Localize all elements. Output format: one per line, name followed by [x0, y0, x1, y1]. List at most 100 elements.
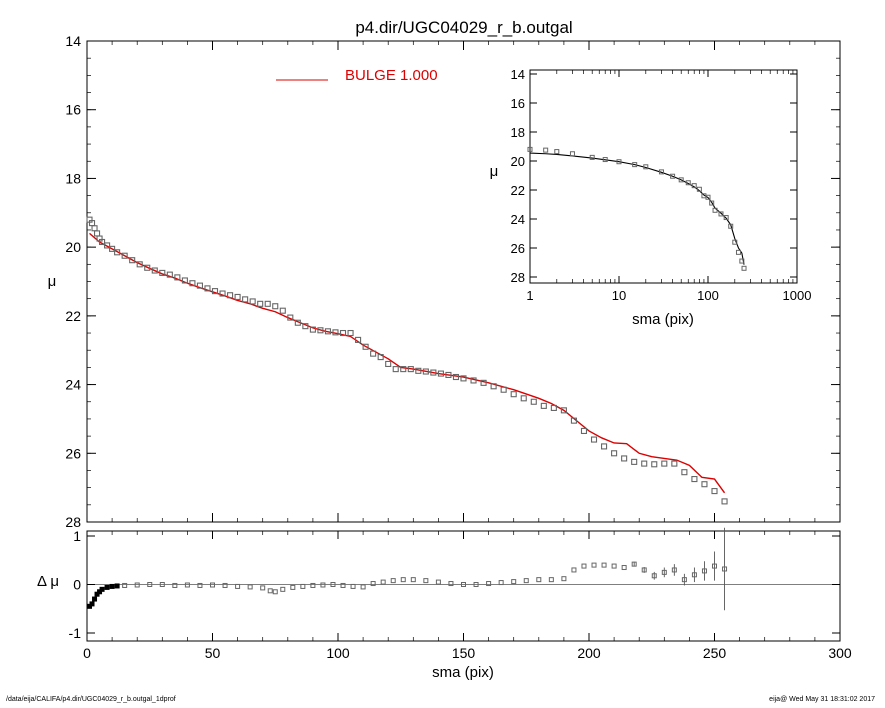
inset-data-point [741, 265, 747, 271]
inset-data-point [527, 146, 533, 152]
chart-title: p4.dir/UGC04029_r_b.outgal [355, 18, 572, 37]
residual-point [561, 576, 567, 582]
data-point [302, 323, 309, 330]
residual-y-tick-label: 1 [73, 528, 81, 544]
data-point [422, 368, 429, 375]
inset-data-point [739, 258, 745, 264]
data-point [460, 375, 467, 382]
residual-point [712, 563, 717, 569]
data-point [631, 458, 638, 465]
legend: BULGE 1.000 [276, 67, 438, 84]
inset-y-tick-label: 14 [511, 67, 525, 82]
residual-point [89, 601, 95, 607]
residual-point [159, 582, 165, 587]
data-point [272, 303, 279, 310]
x-tick-label: 250 [703, 645, 727, 661]
data-point [121, 252, 128, 259]
data-point [264, 300, 271, 307]
inset-data-point [705, 194, 711, 200]
data-point [159, 269, 166, 276]
x-tick-label: 50 [205, 645, 221, 661]
residual-ticks: 0 50 100 150 200 250 300-101 [69, 528, 852, 661]
data-point [377, 354, 384, 361]
main-y-axis-label: μ [48, 273, 57, 290]
residual-point [104, 584, 110, 590]
data-point [99, 238, 106, 246]
data-point [415, 367, 422, 374]
data-point [355, 336, 362, 343]
x-tick-label: 0 [83, 645, 91, 661]
residual-point [267, 588, 273, 594]
data-point [234, 293, 241, 301]
residual-point [691, 572, 697, 578]
data-point [211, 288, 219, 295]
residual-point [681, 577, 687, 583]
data-point [601, 443, 608, 450]
data-point [257, 300, 264, 307]
data-point [174, 274, 181, 281]
data-point [445, 371, 452, 379]
residual-point [320, 582, 326, 588]
residual-plot: 0 50 100 150 200 250 300-101 Δ μ sma (pix) [37, 527, 852, 681]
residual-point [172, 582, 178, 588]
residual-point [390, 578, 396, 584]
footer-timestamp: eija@ Wed May 31 18:31:02 2017 [769, 696, 875, 703]
data-point [661, 460, 668, 467]
residual-point [701, 568, 707, 574]
residual-y-tick-label: -1 [69, 625, 82, 641]
inset-data-point [709, 200, 715, 206]
residual-point [340, 582, 346, 588]
residual-point [122, 582, 128, 588]
residual-point [661, 569, 667, 575]
data-point [242, 296, 249, 303]
residual-point [109, 583, 115, 589]
inset-x-tick-label: 1000 [783, 288, 812, 303]
residual-point [423, 578, 429, 584]
residual-point [290, 584, 296, 590]
data-point [129, 257, 136, 264]
residual-point [400, 577, 406, 583]
inset-plot-frame [529, 69, 798, 284]
data-point [540, 402, 547, 409]
data-point [196, 282, 203, 289]
main-y-tick-label: 14 [65, 33, 81, 49]
data-point [317, 327, 324, 334]
residual-point [114, 583, 120, 589]
inset-series [527, 146, 747, 271]
residual-point [461, 582, 466, 587]
inset-data-point [543, 147, 549, 153]
main-y-tick-label: 20 [65, 239, 81, 255]
residual-point [184, 582, 190, 588]
data-point [279, 307, 286, 314]
residual-point [370, 581, 376, 587]
data-point [520, 395, 527, 402]
data-point [227, 292, 234, 299]
x-tick-label: 200 [577, 645, 601, 661]
residual-point [581, 563, 587, 569]
data-point [480, 379, 487, 386]
residual-point [300, 583, 306, 589]
data-point [400, 366, 407, 373]
data-point [430, 369, 437, 376]
data-point [392, 366, 399, 373]
inset-data-point [678, 177, 684, 183]
data-point [166, 271, 173, 278]
data-point [470, 377, 477, 384]
residual-series [87, 527, 728, 611]
data-point [114, 249, 121, 256]
data-point [721, 498, 728, 505]
inset-data-point [643, 164, 649, 170]
data-point [530, 398, 537, 405]
residual-point [360, 584, 366, 590]
residual-y-axis-label: Δ μ [37, 573, 59, 590]
main-plot: 14 16 18 20 22 24 26 28 BULGE 1.000 μ [48, 33, 841, 530]
x-axis-label: sma (pix) [432, 664, 494, 681]
residual-point [435, 579, 441, 585]
data-point [339, 329, 347, 337]
residual-point [380, 579, 386, 585]
data-point [611, 450, 618, 457]
residual-point [473, 582, 479, 587]
main-y-tick-label: 18 [65, 170, 81, 186]
data-point [347, 329, 354, 337]
residual-point [350, 583, 356, 589]
